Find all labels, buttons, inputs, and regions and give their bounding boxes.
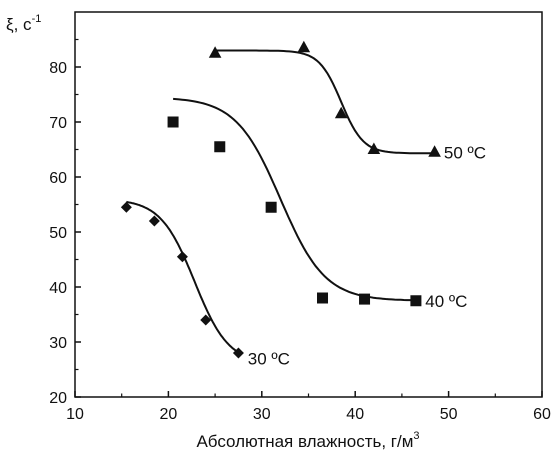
data-point-series-1 bbox=[176, 251, 188, 263]
y-tick-label: 20 bbox=[49, 390, 67, 407]
data-point-series-3 bbox=[297, 40, 311, 53]
y-tick-label: 50 bbox=[49, 225, 67, 242]
x-tick-label: 50 bbox=[440, 406, 458, 423]
series-label-2: 40 ºC bbox=[425, 292, 467, 311]
x-axis-label: Абсолютная влажность, г/м3 bbox=[196, 430, 419, 451]
data-point-series-3 bbox=[334, 106, 348, 119]
data-point-series-2 bbox=[359, 293, 371, 305]
data-point-series-2 bbox=[265, 201, 277, 213]
data-point-series-2 bbox=[214, 141, 226, 153]
y-tick-label: 30 bbox=[49, 335, 67, 352]
y-tick-label: 60 bbox=[49, 170, 67, 187]
data-point-series-1 bbox=[148, 215, 160, 227]
x-tick-label: 30 bbox=[253, 406, 271, 423]
y-axis-label: ξ, с-1 bbox=[6, 13, 41, 34]
data-point-series-3 bbox=[428, 145, 441, 157]
series-line-2 bbox=[173, 97, 416, 302]
x-tick-label: 10 bbox=[66, 406, 84, 423]
data-point-series-1 bbox=[200, 314, 212, 326]
y-tick-label: 80 bbox=[49, 60, 67, 77]
data-point-series-1 bbox=[232, 347, 244, 359]
series-curves bbox=[126, 49, 435, 355]
data-point-series-2 bbox=[410, 295, 422, 307]
x-tick-label: 60 bbox=[533, 406, 551, 423]
data-point-series-1 bbox=[120, 201, 132, 213]
data-point-series-3 bbox=[367, 142, 381, 155]
data-point-series-3 bbox=[208, 46, 222, 58]
series-labels: 30 ºC 40 ºC 50 ºC bbox=[248, 143, 486, 368]
series-label-3: 50 ºC bbox=[444, 143, 486, 162]
series-line-3 bbox=[215, 49, 435, 155]
x-axis-ticks: 10 20 30 40 50 60 bbox=[66, 391, 551, 423]
series-line-1 bbox=[126, 200, 242, 355]
plot-frame bbox=[74, 11, 543, 398]
y-tick-label: 40 bbox=[49, 280, 67, 297]
x-tick-label: 40 bbox=[346, 406, 364, 423]
data-point-series-2 bbox=[317, 292, 329, 304]
y-axis-ticks: 20 30 40 50 60 70 80 bbox=[49, 38, 81, 407]
data-point-series-2 bbox=[167, 116, 179, 128]
x-tick-label: 20 bbox=[160, 406, 178, 423]
y-tick-label: 70 bbox=[49, 115, 67, 132]
series-markers bbox=[120, 40, 441, 359]
series-label-1: 30 ºC bbox=[248, 350, 290, 369]
